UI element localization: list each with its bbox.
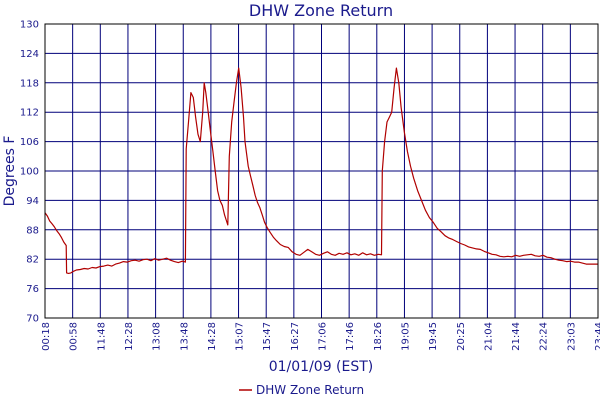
plot-frame [44,23,599,319]
series-layer [44,67,598,274]
x-tick-label: 13:48 [179,322,190,351]
x-tick-label: 19:05 [400,322,411,351]
x-tick-label: 21:04 [483,322,494,351]
x-axis-title: 01/01/09 (EST) [269,359,374,375]
x-tick-label: 22:24 [539,322,550,351]
chart-title: DHW Zone Return [249,1,393,20]
x-tick-label: 19:45 [428,322,439,351]
y-tick-label: 82 [26,255,39,266]
y-tick-label: 76 [26,284,39,295]
legend: DHW Zone Return [239,383,364,397]
y-tick-label: 124 [20,49,39,60]
x-tick-label: 00:18 [41,322,52,351]
series-line-dhw-zone-return [44,67,598,274]
legend-label: DHW Zone Return [256,383,364,397]
x-tick-label: 14:28 [207,322,218,351]
x-tick-label: 12:28 [124,322,135,351]
y-tick-labels: 70 76 82 88 94 100 106 112 118 124 130 [20,20,39,325]
x-tick-label: 17:46 [345,322,356,351]
x-tick-label: 13:08 [152,322,163,351]
y-axis-title: Degrees F [2,136,18,207]
x-tick-label: 18:26 [373,322,384,351]
x-tick-label: 15:07 [235,322,246,351]
x-tick-label: 16:27 [290,322,301,351]
x-tick-labels: 00:18 00:58 11:48 12:28 13:08 13:48 14:28 15:07… [41,322,600,351]
y-tick-label: 100 [20,167,39,178]
x-tick-label: 15:47 [262,322,273,351]
x-tick-label: 23:03 [566,322,577,351]
x-tick-label: 00:58 [69,322,80,351]
x-tick-label: 11:48 [96,322,107,351]
y-tick-label: 88 [26,225,39,236]
x-tick-label: 17:06 [318,322,329,351]
y-tick-label: 70 [26,314,39,325]
x-tick-label: 21:44 [511,322,522,351]
y-tick-label: 130 [20,20,39,31]
gridlines [44,23,599,319]
y-tick-label: 112 [20,108,39,119]
y-tick-label: 118 [20,78,39,89]
x-tick-label: 20:25 [456,322,467,351]
x-tick-label: 23:44 [594,322,600,351]
y-tick-label: 106 [20,137,39,148]
y-tick-label: 94 [26,196,39,207]
